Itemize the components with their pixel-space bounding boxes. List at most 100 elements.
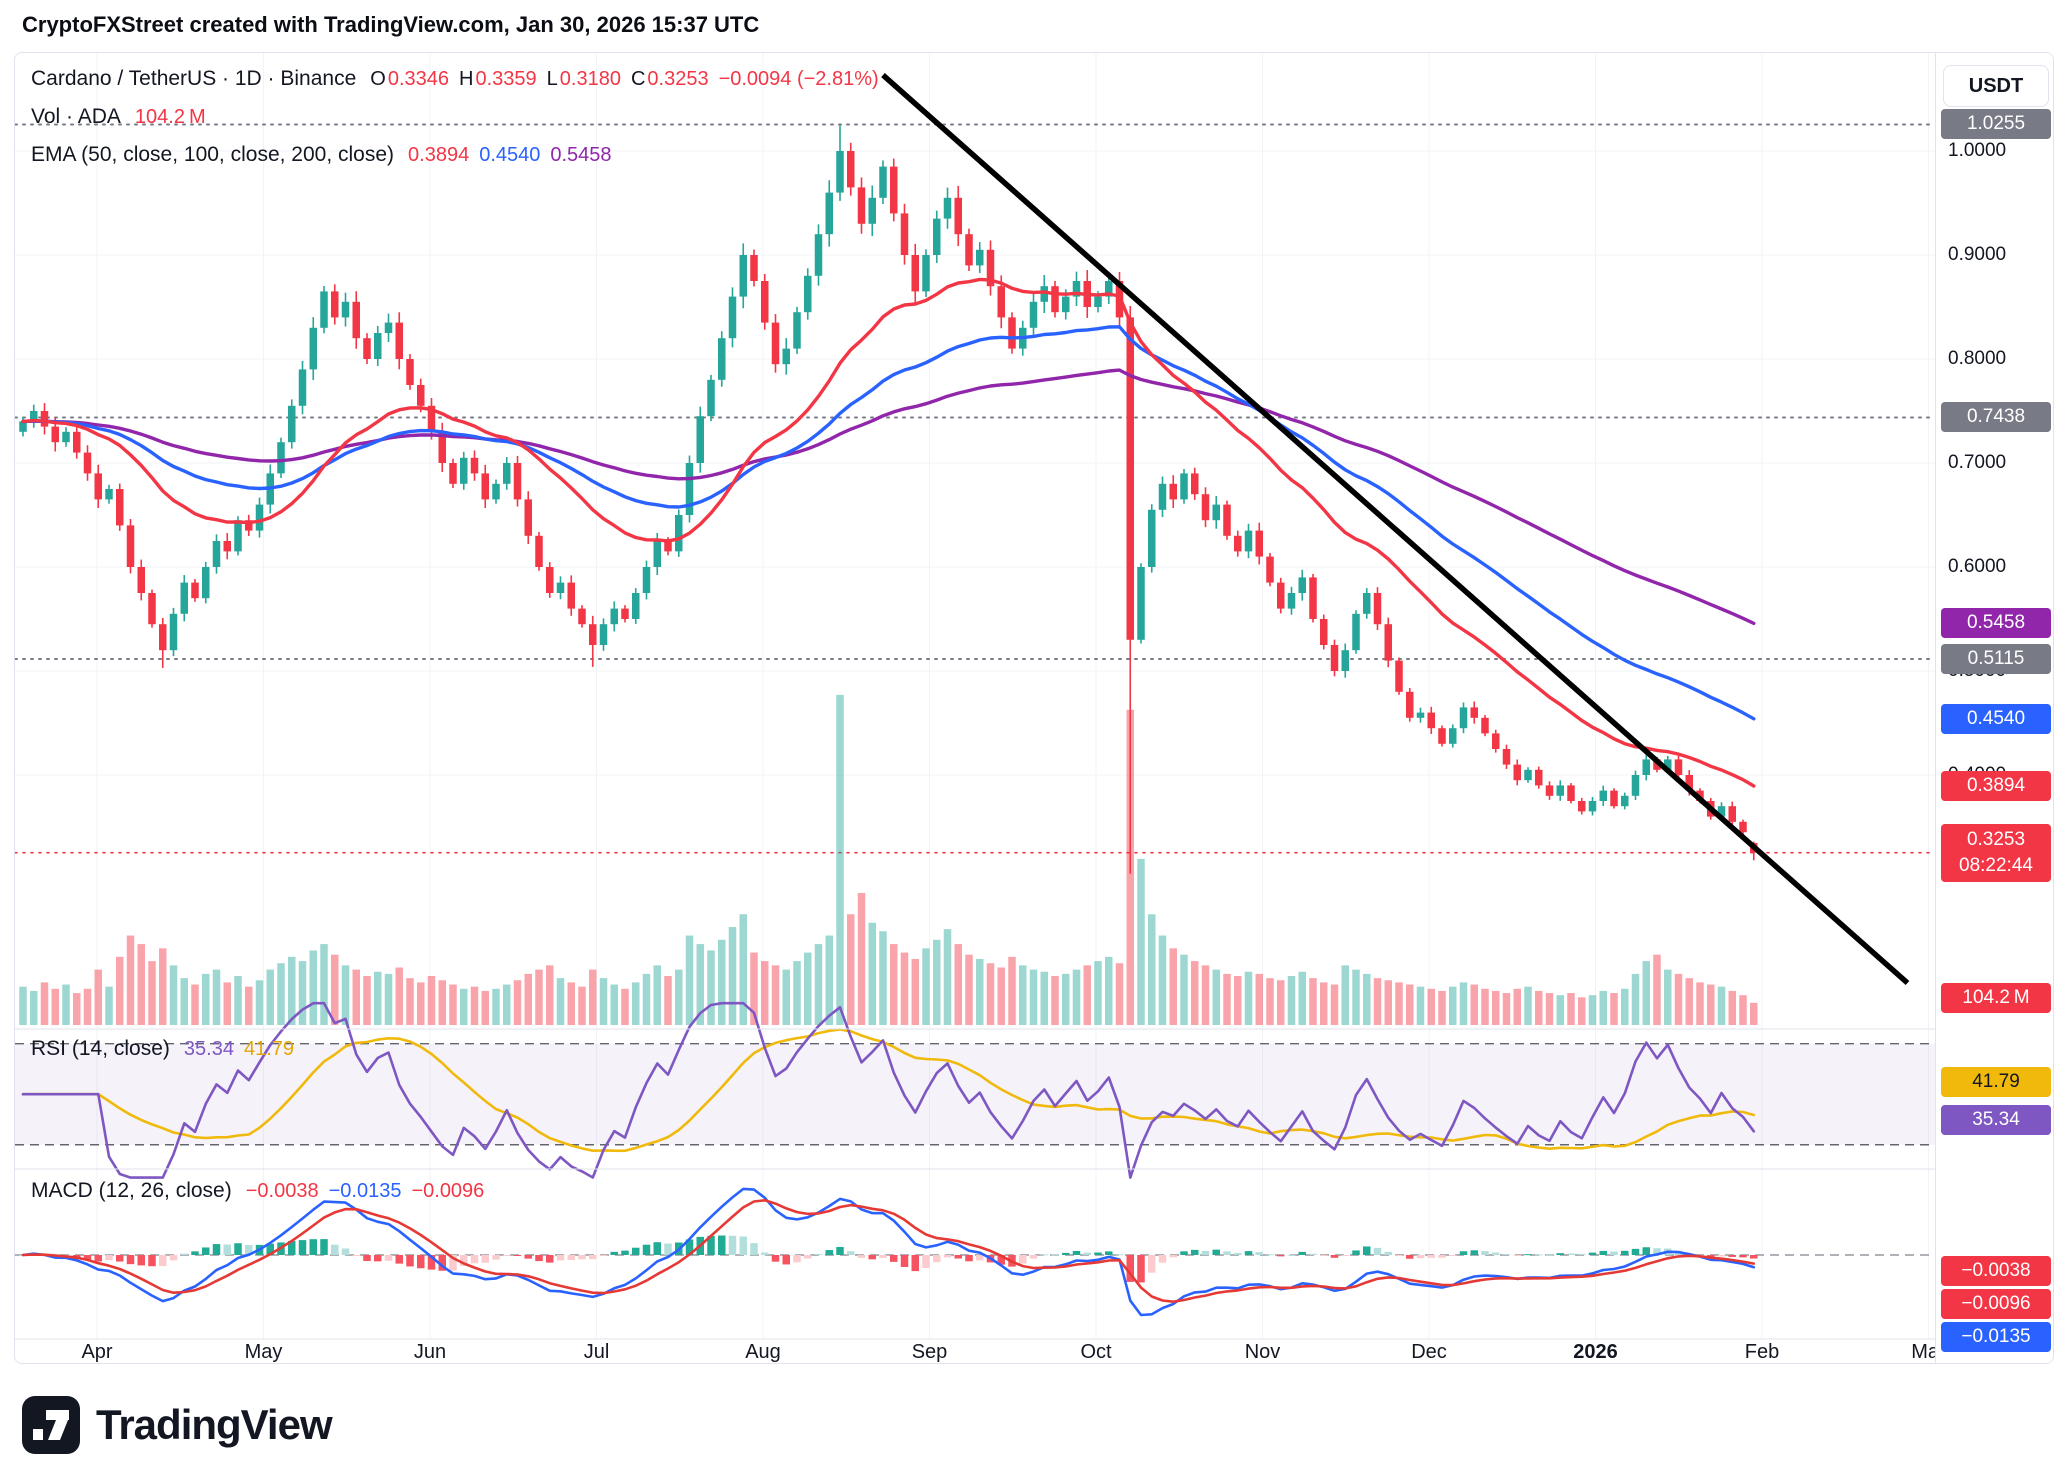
candle-body xyxy=(524,499,532,536)
volume-bar xyxy=(438,980,446,1025)
macd-histogram-bar xyxy=(1513,1255,1521,1256)
candle-body xyxy=(298,369,307,406)
macd-histogram-bar xyxy=(1115,1254,1124,1256)
candle-body xyxy=(1524,769,1532,781)
candle-body xyxy=(1631,775,1640,796)
currency-button[interactable]: USDT xyxy=(1943,65,2049,107)
volume-legend[interactable]: Vol · ADA 104.2 M xyxy=(31,105,206,129)
macd-histogram-bar xyxy=(943,1255,952,1258)
candle-body xyxy=(718,338,726,380)
symbol-legend[interactable]: Cardano / TetherUS · 1D · Binance O 0.334… xyxy=(31,67,879,91)
macd-histogram-bar xyxy=(331,1244,339,1255)
macd-histogram-bar xyxy=(578,1255,586,1260)
rsi-legend[interactable]: RSI (14, close) 35.34 41.79 xyxy=(31,1037,294,1061)
rsi-label: RSI (14, close) xyxy=(31,1037,170,1060)
time-tick: Feb xyxy=(1745,1341,1779,1363)
macd-histogram-bar xyxy=(384,1255,393,1261)
candle-body xyxy=(492,483,500,500)
ema-line-blue xyxy=(21,325,1756,721)
candle-body xyxy=(782,348,790,365)
volume-bar xyxy=(1083,965,1091,1025)
candle-body xyxy=(664,541,672,552)
macd-histogram-bar xyxy=(922,1255,930,1268)
volume-bar xyxy=(556,978,565,1025)
macd-histogram-bar xyxy=(1567,1253,1575,1255)
volume-bar xyxy=(1535,990,1543,1025)
macd-legend[interactable]: MACD (12, 26, close) −0.0038 −0.0135 −0.… xyxy=(31,1179,484,1203)
price-tick-label: 0.8000 xyxy=(1948,348,2007,369)
macd-histogram-bar xyxy=(1277,1255,1285,1257)
macd-histogram-bar xyxy=(363,1255,371,1261)
volume-bar xyxy=(546,965,554,1025)
candle-body xyxy=(610,608,618,625)
macd-signal-badge: −0.0096 xyxy=(1941,1289,2051,1319)
volume-bar xyxy=(513,980,522,1025)
candle-body xyxy=(567,582,575,609)
candle-body xyxy=(1481,717,1489,734)
volume-bar xyxy=(1406,984,1414,1025)
macd-histogram-bar xyxy=(1352,1250,1360,1255)
volume-bar xyxy=(1115,963,1124,1025)
ema100-badge: 0.4540 xyxy=(1941,703,2051,734)
volume-bar xyxy=(83,988,92,1025)
macd-histogram-bar xyxy=(94,1255,102,1262)
candle-body xyxy=(1427,712,1435,729)
ema200-badge: 0.5458 xyxy=(1941,608,2051,639)
price-axis[interactable]: USDT 1.00000.90000.80000.70000.60000.500… xyxy=(1935,53,2053,1363)
candle-body xyxy=(449,463,457,484)
macd-histogram-bar xyxy=(1535,1254,1543,1256)
volume-bar xyxy=(94,969,102,1025)
close-value: 0.3253 xyxy=(647,68,709,90)
macd-histogram-bar xyxy=(1158,1255,1167,1263)
candle-body xyxy=(1459,707,1468,729)
macd-histogram-bar xyxy=(1105,1251,1113,1255)
candle-body xyxy=(1556,785,1564,796)
volume-bar xyxy=(1287,976,1296,1025)
candle-body xyxy=(51,426,59,443)
macd-histogram-bar xyxy=(1578,1253,1586,1255)
volume-bar xyxy=(1545,993,1554,1025)
volume-badge: 104.2 M xyxy=(1941,983,2051,1013)
macd-histogram-bar xyxy=(309,1239,317,1255)
trendline xyxy=(881,73,1910,986)
volume-bar xyxy=(309,950,317,1025)
macd-histogram-bar xyxy=(900,1255,909,1267)
candle-body xyxy=(363,338,371,359)
macd-histogram-bar xyxy=(1040,1254,1048,1256)
candle-body xyxy=(1685,775,1693,791)
macd-histogram-bar xyxy=(449,1255,457,1271)
macd-histogram-bar xyxy=(180,1253,188,1255)
volume-bar xyxy=(1438,990,1446,1025)
macd-histogram-bar xyxy=(1588,1252,1597,1255)
macd-histogram-bar xyxy=(460,1255,468,1266)
ema-legend[interactable]: EMA (50, close, 100, close, 200, close) … xyxy=(31,143,612,167)
macd-histogram-bar xyxy=(847,1251,855,1255)
macd-histogram-bar xyxy=(825,1250,833,1255)
volume-bar xyxy=(965,954,973,1025)
candle-body xyxy=(890,166,898,214)
change-value: −0.0094 (−2.81%) xyxy=(718,68,879,90)
volume-bar xyxy=(1201,965,1210,1025)
candle-body xyxy=(675,515,683,552)
volume-bar xyxy=(1556,995,1564,1025)
candle-body xyxy=(1137,567,1145,640)
volume-bar xyxy=(857,892,866,1025)
candle-body xyxy=(137,567,145,593)
volume-bar xyxy=(1148,914,1156,1025)
macd-histogram-bar xyxy=(793,1255,801,1263)
ema200-value: 0.5458 xyxy=(550,144,612,166)
volume-bar xyxy=(675,969,683,1025)
macd-histogram-bar xyxy=(1169,1255,1177,1258)
volume-bar xyxy=(1255,973,1263,1025)
volume-bar xyxy=(1191,961,1199,1025)
level-top-badge: 1.0255 xyxy=(1941,109,2051,140)
macd-histogram-bar xyxy=(1094,1252,1102,1255)
tradingview-logo[interactable]: TradingView xyxy=(22,1396,333,1454)
time-tick: Oct xyxy=(1080,1341,1112,1363)
price-chart-canvas[interactable]: Apr May Jun Jul Aug Sep Oct Nov Dec 2026 Feb Mar xyxy=(15,53,2054,1364)
volume-bar xyxy=(814,944,823,1025)
candle-body xyxy=(900,213,909,255)
candle-body xyxy=(73,431,81,453)
candle-body xyxy=(1578,801,1586,812)
candle-body xyxy=(1470,707,1478,718)
